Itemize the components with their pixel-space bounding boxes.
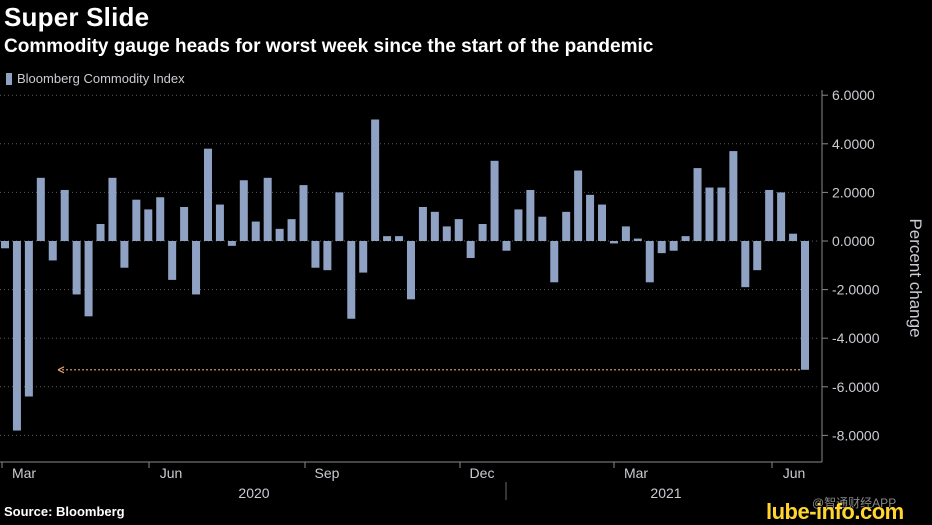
- bar: [705, 187, 714, 241]
- bar: [84, 241, 93, 317]
- bar: [789, 233, 798, 241]
- x-tick-label: Mar: [12, 465, 36, 481]
- bar: [359, 241, 368, 273]
- bar: [693, 168, 702, 241]
- year-label: 2020: [238, 485, 269, 501]
- bar: [586, 194, 595, 241]
- chart-subtitle: Commodity gauge heads for worst week sin…: [4, 36, 654, 57]
- bar: [765, 189, 774, 241]
- bar: [526, 189, 535, 241]
- y-tick-label: -6.0000: [832, 379, 880, 395]
- bar: [60, 189, 69, 241]
- bar: [574, 170, 583, 241]
- bar: [598, 204, 607, 241]
- x-tick-label: Jun: [160, 465, 183, 481]
- bar: [251, 221, 260, 241]
- x-tick-label: Jun: [783, 465, 806, 481]
- bar: [48, 241, 57, 261]
- y-tick-label: 0.0000: [832, 233, 875, 249]
- chart-title: Super Slide: [4, 2, 150, 32]
- y-tick-label: 6.0000: [832, 87, 875, 103]
- bar: [801, 241, 809, 370]
- bar: [156, 197, 165, 241]
- bar: [562, 211, 571, 241]
- bar: [144, 209, 153, 241]
- bar: [347, 241, 356, 319]
- bar: [729, 151, 738, 241]
- watermark-label: @智通财经APP: [812, 496, 897, 510]
- bar: [335, 192, 344, 241]
- bar: [538, 216, 547, 241]
- bar: [681, 236, 690, 241]
- bar: [418, 206, 427, 241]
- bar: [371, 119, 380, 241]
- legend-label: Bloomberg Commodity Index: [17, 71, 185, 86]
- bar: [406, 241, 415, 300]
- bar: [215, 204, 224, 241]
- bar: [12, 241, 21, 431]
- watermark-site: lube-info.com: [766, 499, 904, 524]
- bar: [239, 180, 248, 241]
- bar: [72, 241, 81, 295]
- bar: [753, 241, 762, 271]
- bar: [454, 219, 463, 241]
- bar: [741, 241, 750, 288]
- legend-swatch: [6, 72, 12, 85]
- bar: [621, 226, 630, 241]
- bar: [514, 209, 523, 241]
- bar: [466, 241, 475, 259]
- bar: [180, 206, 189, 241]
- bar: [192, 241, 201, 295]
- bar: [395, 236, 404, 241]
- bar: [777, 192, 786, 241]
- bar: [717, 187, 726, 241]
- annotation-arrowhead: [57, 366, 65, 374]
- bar: [609, 241, 618, 244]
- bar: [287, 219, 296, 241]
- bar: [108, 177, 117, 241]
- bar: [645, 241, 654, 283]
- y-axis-title: Percent change: [906, 218, 925, 337]
- x-tick-label: Mar: [624, 465, 648, 481]
- source-note: Source: Bloomberg: [4, 504, 125, 519]
- bar: [633, 238, 642, 241]
- bar: [442, 226, 451, 241]
- bar: [263, 177, 272, 241]
- bar: [168, 241, 177, 280]
- bar: [36, 177, 45, 241]
- bar: [227, 241, 236, 246]
- y-tick-label: -8.0000: [832, 427, 880, 443]
- bar: [120, 241, 129, 268]
- bar: [203, 148, 212, 241]
- y-tick-label: 4.0000: [832, 136, 875, 152]
- bar: [299, 185, 308, 241]
- bar: [502, 241, 511, 251]
- bar: [24, 241, 33, 397]
- bar: [383, 236, 392, 241]
- bar: [550, 241, 559, 283]
- bar: [311, 241, 320, 268]
- bar: [430, 211, 439, 241]
- x-tick-label: Sep: [315, 465, 340, 481]
- bar: [657, 241, 666, 254]
- bar: [96, 223, 105, 241]
- bar: [1, 241, 9, 249]
- legend: Bloomberg Commodity Index: [6, 71, 185, 86]
- bar: [132, 199, 141, 241]
- y-tick-label: -2.0000: [832, 282, 880, 298]
- bar: [323, 241, 332, 271]
- bar: [669, 241, 678, 251]
- x-tick-label: Dec: [470, 465, 495, 481]
- bar: [478, 223, 487, 241]
- bar: [490, 160, 499, 241]
- y-tick-label: 2.0000: [832, 184, 875, 200]
- y-tick-label: -4.0000: [832, 330, 880, 346]
- year-label: 2021: [650, 485, 681, 501]
- bar: [275, 228, 284, 241]
